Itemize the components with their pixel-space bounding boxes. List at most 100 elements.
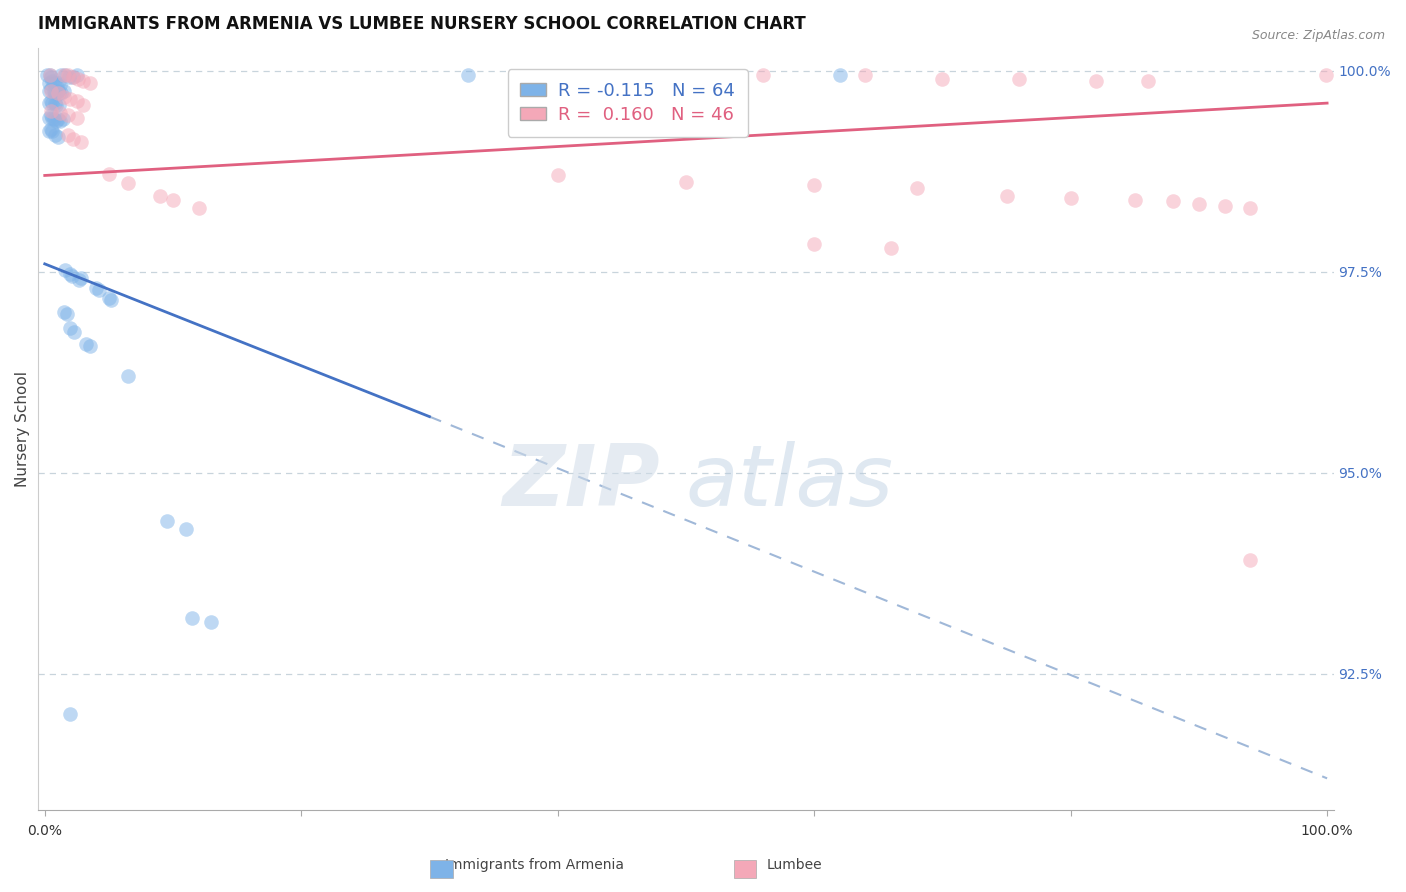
Point: [39, 84, 62, 98]
Point: [41, 73, 63, 87]
Point: [547, 169, 569, 183]
Point: [84, 281, 107, 295]
Point: [117, 177, 139, 191]
Point: [45, 78, 67, 93]
Point: [62, 132, 84, 146]
Point: [46, 129, 69, 144]
Point: [752, 68, 775, 82]
Legend: R = -0.115   N = 64, R =  0.160   N = 46: R = -0.115 N = 64, R = 0.160 N = 46: [508, 69, 748, 136]
Point: [53, 263, 76, 277]
Point: [66, 111, 89, 125]
Point: [49, 105, 72, 120]
Point: [200, 615, 222, 629]
Point: [58, 70, 80, 84]
Point: [49, 78, 72, 93]
Point: [931, 72, 953, 87]
Point: [45, 113, 67, 128]
Point: [803, 236, 825, 251]
Point: [60, 268, 83, 283]
Point: [38, 68, 60, 82]
Point: [995, 188, 1018, 202]
Point: [675, 175, 697, 189]
Point: [69, 271, 91, 285]
Point: [46, 87, 69, 101]
Point: [48, 87, 70, 101]
Point: [38, 124, 60, 138]
Point: [72, 97, 94, 112]
Point: [67, 72, 90, 87]
Point: [1239, 552, 1261, 566]
Point: [1008, 72, 1031, 87]
Point: [37, 68, 59, 82]
Point: [39, 104, 62, 119]
Point: [45, 97, 67, 112]
Point: [56, 128, 79, 143]
Point: [55, 307, 77, 321]
Text: IMMIGRANTS FROM ARMENIA VS LUMBEE NURSERY SCHOOL CORRELATION CHART: IMMIGRANTS FROM ARMENIA VS LUMBEE NURSER…: [38, 15, 806, 33]
Point: [41, 111, 63, 125]
Point: [880, 241, 903, 255]
Point: [59, 92, 82, 106]
Text: 100.0%: 100.0%: [1301, 824, 1354, 838]
Point: [44, 128, 66, 143]
Point: [39, 95, 62, 109]
Point: [1136, 73, 1159, 87]
Text: Immigrants from Armenia: Immigrants from Armenia: [444, 858, 624, 872]
Point: [38, 68, 60, 82]
Point: [53, 68, 76, 82]
Point: [67, 273, 90, 287]
Point: [39, 121, 62, 136]
Point: [41, 124, 63, 138]
Point: [46, 76, 69, 90]
Text: 0.0%: 0.0%: [27, 824, 62, 838]
Y-axis label: Nursery School: Nursery School: [15, 371, 30, 487]
Point: [1188, 196, 1211, 211]
Point: [53, 84, 76, 98]
Point: [38, 76, 60, 90]
Point: [46, 112, 69, 127]
Point: [66, 95, 89, 109]
Point: [187, 201, 209, 215]
Point: [38, 111, 60, 125]
Point: [66, 68, 89, 82]
Point: [46, 84, 69, 98]
Point: [38, 96, 60, 111]
Point: [155, 514, 177, 528]
Point: [117, 369, 139, 384]
Point: [48, 97, 70, 112]
Point: [39, 108, 62, 122]
Point: [174, 522, 197, 536]
Point: [97, 167, 120, 181]
Point: [41, 96, 63, 111]
Point: [69, 135, 91, 149]
Point: [803, 178, 825, 193]
Text: Source: ZipAtlas.com: Source: ZipAtlas.com: [1251, 29, 1385, 42]
Point: [53, 89, 76, 103]
Point: [1315, 68, 1337, 82]
Point: [53, 68, 76, 82]
Text: ZIP: ZIP: [502, 442, 659, 524]
Point: [38, 84, 60, 98]
Point: [49, 113, 72, 128]
Text: Lumbee: Lumbee: [766, 858, 823, 872]
Point: [51, 68, 73, 82]
Point: [44, 96, 66, 111]
Point: [1239, 201, 1261, 215]
Point: [79, 76, 101, 90]
Point: [42, 84, 65, 98]
Point: [51, 87, 73, 101]
Point: [44, 87, 66, 101]
Point: [62, 70, 84, 85]
Point: [1161, 194, 1184, 209]
Point: [97, 291, 120, 305]
Text: atlas: atlas: [686, 442, 894, 524]
Point: [100, 293, 122, 307]
Point: [828, 68, 851, 82]
Point: [53, 305, 76, 319]
Point: [42, 112, 65, 127]
Point: [59, 267, 82, 281]
Point: [1059, 191, 1081, 205]
Point: [42, 76, 65, 90]
Point: [39, 70, 62, 84]
Point: [52, 112, 75, 127]
